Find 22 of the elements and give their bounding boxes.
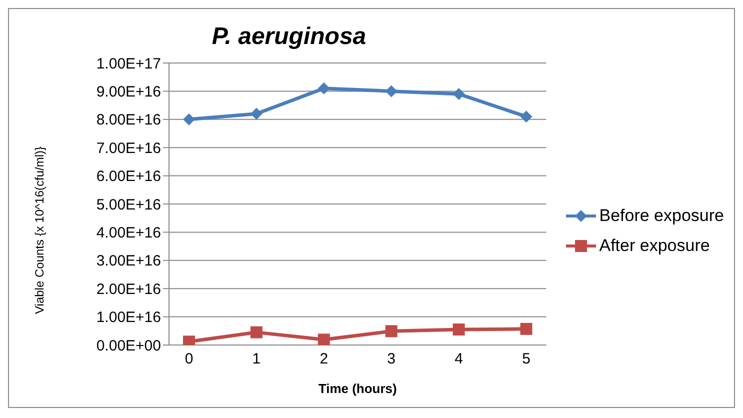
x-tick-label: 4 [454, 350, 463, 368]
x-tick-label: 2 [320, 350, 328, 368]
y-tick-label: 8.00E+16 [96, 112, 161, 129]
legend-label: Before exposure [599, 206, 724, 226]
x-tick-label: 1 [252, 350, 261, 368]
x-tick-label: 0 [184, 350, 194, 368]
y-tick-label: 3.00E+16 [96, 252, 161, 270]
x-tick-label: 3 [387, 350, 396, 368]
y-tick-label: 6.00E+16 [96, 168, 161, 186]
x-tick-label: 5 [522, 350, 530, 368]
y-tick-label: 7.00E+16 [96, 140, 161, 157]
x-axis-title: Time (hours) [318, 381, 397, 396]
legend-label: After exposure [599, 236, 710, 256]
y-tick-label: 0.00E+00 [96, 337, 161, 354]
y-tick-label: 2.00E+16 [96, 280, 161, 298]
y-tick-label: 1.00E+17 [96, 55, 161, 72]
y-tick-label: 4.00E+16 [96, 224, 161, 242]
y-axis-title: Viable Counts {x 10^16(cfu/ml)} [32, 146, 46, 314]
y-tick-label: 9.00E+16 [96, 84, 161, 101]
chart-title: P. aeruginosa [210, 23, 368, 52]
y-tick-label: 5.00E+16 [96, 196, 161, 214]
y-tick-label: 1.00E+16 [96, 309, 161, 326]
